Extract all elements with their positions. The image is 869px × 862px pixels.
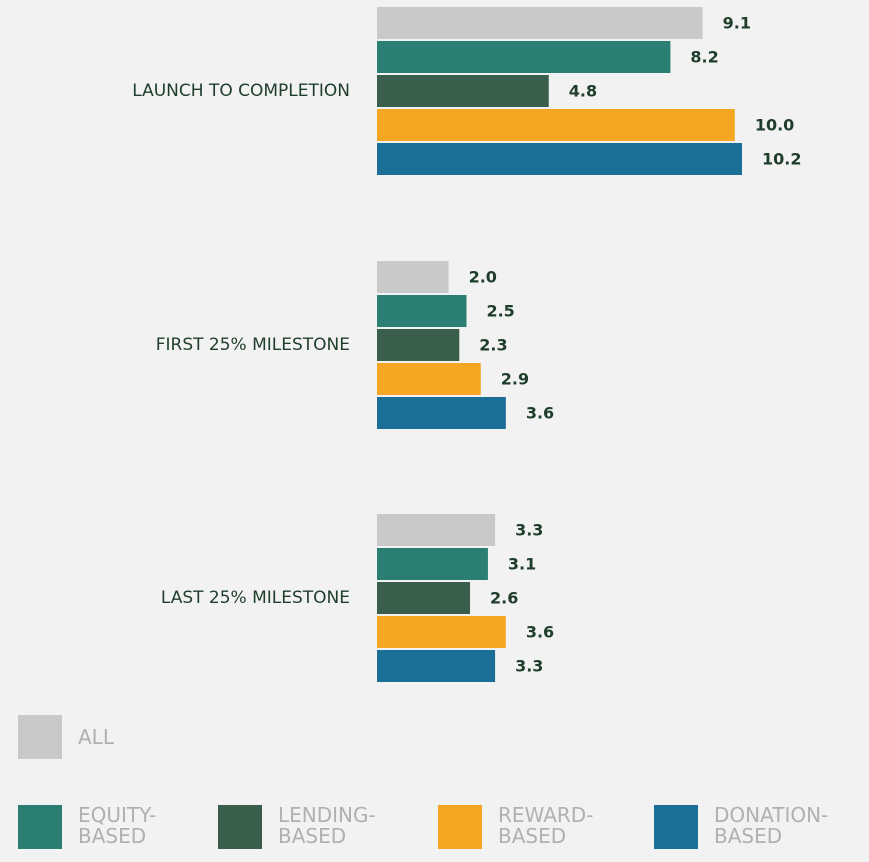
value-label: 2.5 — [486, 302, 514, 321]
value-label: 10.2 — [762, 150, 801, 169]
legend-item: DONATION-BASED — [654, 803, 829, 849]
bar — [377, 109, 735, 141]
value-label: 8.2 — [690, 48, 718, 67]
legend-label: EQUITY-BASED — [78, 803, 157, 848]
legend-swatch — [438, 805, 482, 849]
legend-item: LENDING-BASED — [218, 803, 376, 849]
value-label: 3.3 — [515, 657, 543, 676]
value-label: 3.1 — [508, 555, 536, 574]
bar — [377, 616, 506, 648]
bar — [377, 41, 671, 73]
bar — [377, 650, 496, 682]
legend-label: REWARD-BASED — [498, 803, 594, 848]
bar — [377, 295, 467, 327]
bar — [377, 75, 549, 107]
bar — [377, 582, 471, 614]
legend-swatch — [18, 805, 62, 849]
legend-item: REWARD-BASED — [438, 805, 593, 849]
value-label: 3.6 — [526, 404, 554, 423]
legend-item: ALL — [18, 715, 218, 759]
value-label: 2.6 — [490, 589, 518, 608]
bar — [377, 329, 460, 361]
legend-swatch — [654, 805, 698, 849]
value-label: 2.0 — [469, 268, 497, 287]
bar — [377, 143, 742, 175]
legend-swatch — [218, 805, 262, 849]
value-label: 10.0 — [755, 116, 794, 135]
legend-label: LENDING-BASED — [278, 803, 376, 848]
bar — [377, 514, 496, 546]
category-label: LAST 25% MILESTONE — [161, 588, 350, 608]
value-label: 4.8 — [569, 82, 597, 101]
value-label: 2.9 — [501, 370, 529, 389]
value-label: 3.3 — [515, 521, 543, 540]
bar — [377, 548, 488, 580]
legend-label: DONATION-BASED — [714, 803, 829, 848]
chart: LAUNCH TO COMPLETION 9.1 8.2 4.8 10.0 10.2 FIR… — [132, 7, 801, 682]
bar — [377, 7, 703, 39]
value-label: 3.6 — [526, 623, 554, 642]
legend-item: EQUITY-BASED — [18, 805, 173, 849]
category-label: LAUNCH TO COMPLETION — [132, 81, 350, 101]
bar — [377, 397, 506, 429]
value-label: 9.1 — [723, 14, 751, 33]
bar — [377, 363, 481, 395]
bar — [377, 261, 449, 293]
value-label: 2.3 — [479, 336, 507, 355]
legend-swatch — [18, 715, 62, 759]
category-label: FIRST 25% MILESTONE — [156, 335, 350, 355]
legend-label: ALL — [78, 725, 114, 749]
